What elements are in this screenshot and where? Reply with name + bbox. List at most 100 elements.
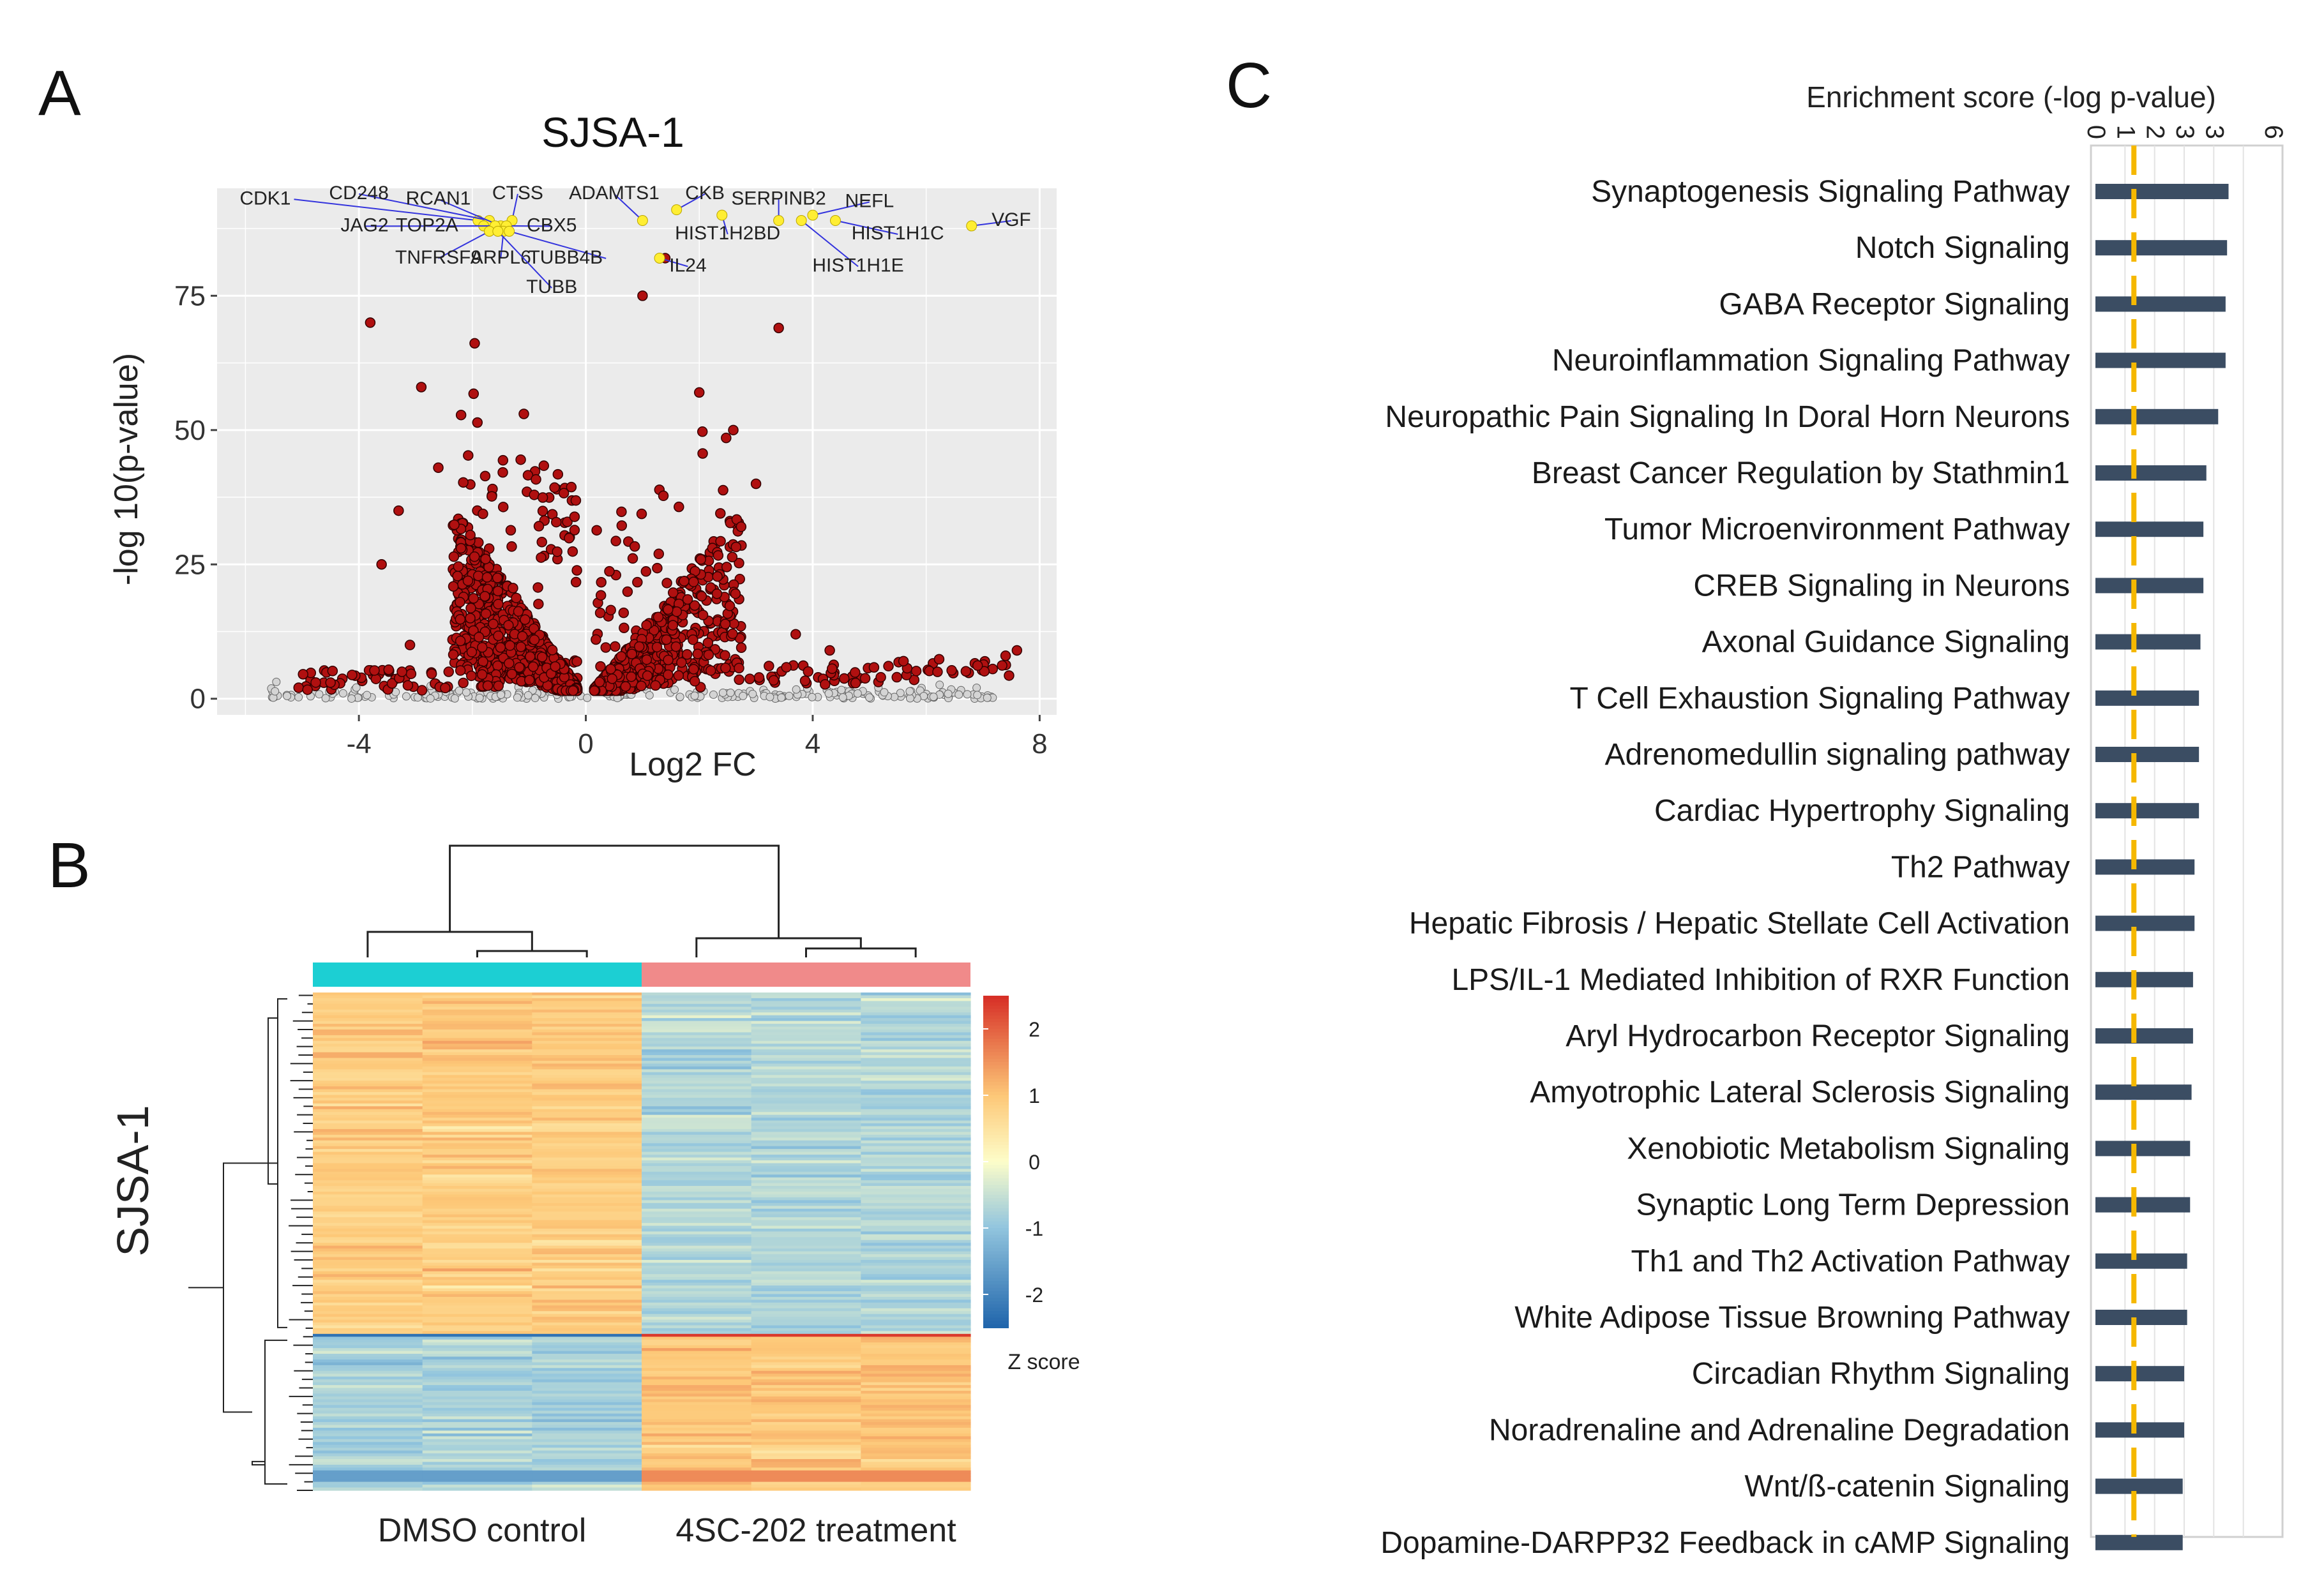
heatmap-cell: [532, 1458, 642, 1463]
heatmap-cell: [532, 1319, 642, 1323]
colorbar-segment: [983, 1231, 1009, 1236]
heatmap-cell: [751, 1160, 861, 1164]
heatmap-cell: [861, 1069, 971, 1073]
heatmap-cell: [422, 1046, 532, 1050]
heatmap-cell: [861, 1077, 971, 1081]
heatmap-cell: [751, 1259, 861, 1264]
significant-point: [455, 409, 467, 421]
heatmap-cell: [532, 1223, 642, 1227]
heatmap-cell: [532, 1453, 642, 1457]
heatmap-cell: [313, 1160, 423, 1164]
heatmap-cell: [313, 1402, 423, 1405]
heatmap-cell: [642, 1163, 752, 1167]
significant-point: [875, 671, 886, 683]
heatmap-cell: [751, 1206, 861, 1210]
heatmap-cell: [861, 1259, 971, 1264]
heatmap-cell: [751, 1081, 861, 1084]
heatmap-cell: [313, 1015, 423, 1019]
dendrogram-branch: [476, 950, 588, 957]
heatmap-cell: [532, 1285, 642, 1289]
heatmap-cell: [751, 1021, 861, 1024]
enrichment-bar: [2095, 240, 2228, 256]
heatmap-cell: [422, 1385, 532, 1389]
significant-point: [724, 601, 736, 611]
heatmap-cell: [751, 1456, 861, 1460]
heatmap-cell: [422, 1231, 532, 1235]
heatmap-cell: [422, 1174, 532, 1178]
significant-point: [689, 676, 700, 687]
heatmap-cell: [313, 1103, 423, 1107]
heatmap-cell: [313, 1092, 423, 1096]
significant-point: [347, 670, 358, 680]
heatmap-cell: [532, 1143, 642, 1147]
significant-point: [488, 618, 499, 629]
significant-point: [515, 641, 527, 652]
significant-point: [476, 669, 488, 680]
heatmap-cell: [532, 1160, 642, 1164]
heatmap-cell: [422, 1479, 532, 1483]
heatmap-cell: [313, 1265, 423, 1269]
heatmap-cell: [642, 1331, 752, 1335]
heatmap-cell: [313, 1308, 423, 1312]
heatmap-cell: [532, 1248, 642, 1252]
heatmap-cell: [642, 1211, 752, 1215]
heatmap-cell: [751, 1026, 861, 1030]
heatmap-cell: [422, 1075, 532, 1079]
significant-point: [465, 603, 476, 614]
enrichment-tick-label: 2: [2141, 125, 2169, 139]
heatmap-cell: [861, 1120, 971, 1124]
heatmap-cell: [422, 1268, 532, 1272]
panel-letter-c: C: [1226, 50, 1272, 121]
heatmap-cell: [313, 1012, 423, 1016]
significant-point: [711, 588, 723, 599]
heatmap-cell: [532, 1151, 642, 1155]
heatmap-cell: [861, 1211, 971, 1215]
heatmap-cell: [422, 1405, 532, 1409]
heatmap-cell: [422, 1123, 532, 1127]
significant-point: [627, 553, 638, 564]
heatmap-cell: [642, 1393, 752, 1397]
heatmap-cell: [861, 1396, 971, 1400]
heatmap-cell: [422, 1118, 532, 1121]
heatmap-cell: [532, 1211, 642, 1215]
heatmap-cell: [642, 1123, 752, 1127]
y-tick-label: 50: [174, 415, 206, 446]
colorbar-segment: [983, 1055, 1009, 1060]
heatmap-cell: [751, 1464, 861, 1468]
heatmap-cell: [861, 1413, 971, 1417]
significant-point: [594, 607, 606, 618]
heatmap-cell: [422, 1396, 532, 1400]
pathway-label: Neuroinflammation Signaling Pathway: [1552, 344, 2070, 378]
heatmap-cell: [422, 1259, 532, 1264]
significant-point: [518, 408, 529, 419]
significant-point: [568, 685, 578, 696]
heatmap-cell: [861, 1217, 971, 1221]
heatmap-cell: [313, 1114, 423, 1118]
significant-point: [744, 673, 755, 684]
heatmap-cell: [751, 1049, 861, 1053]
heatmap-cell: [642, 1200, 752, 1204]
heatmap-cell: [642, 1442, 752, 1446]
gene-label: ADAMTS1: [569, 183, 660, 204]
heatmap-cell: [642, 1001, 752, 1005]
heatmap-cell: [642, 1374, 752, 1377]
volcano-significant-points: [293, 253, 1023, 696]
heatmap-cell: [751, 1262, 861, 1266]
heatmap-cell: [751, 1251, 861, 1255]
significant-point: [503, 620, 514, 631]
heatmap-cell: [751, 1325, 861, 1329]
heatmap-cell: [532, 1038, 642, 1042]
colorbar-segment: [983, 1148, 1009, 1153]
heatmap-cell: [422, 1109, 532, 1112]
heatmap-cell: [532, 1192, 642, 1195]
heatmap-cell: [313, 1485, 423, 1488]
heatmap-cell: [751, 1075, 861, 1079]
heatmap-cell: [313, 1106, 423, 1110]
significant-point: [487, 491, 497, 502]
significant-point: [571, 565, 582, 576]
significant-point: [473, 631, 485, 643]
gene-label: HIST1H1C: [852, 223, 944, 244]
pathway-label: Dopamine-DARPP32 Feedback in cAMP Signal…: [1380, 1526, 2070, 1560]
significant-point: [458, 677, 469, 689]
